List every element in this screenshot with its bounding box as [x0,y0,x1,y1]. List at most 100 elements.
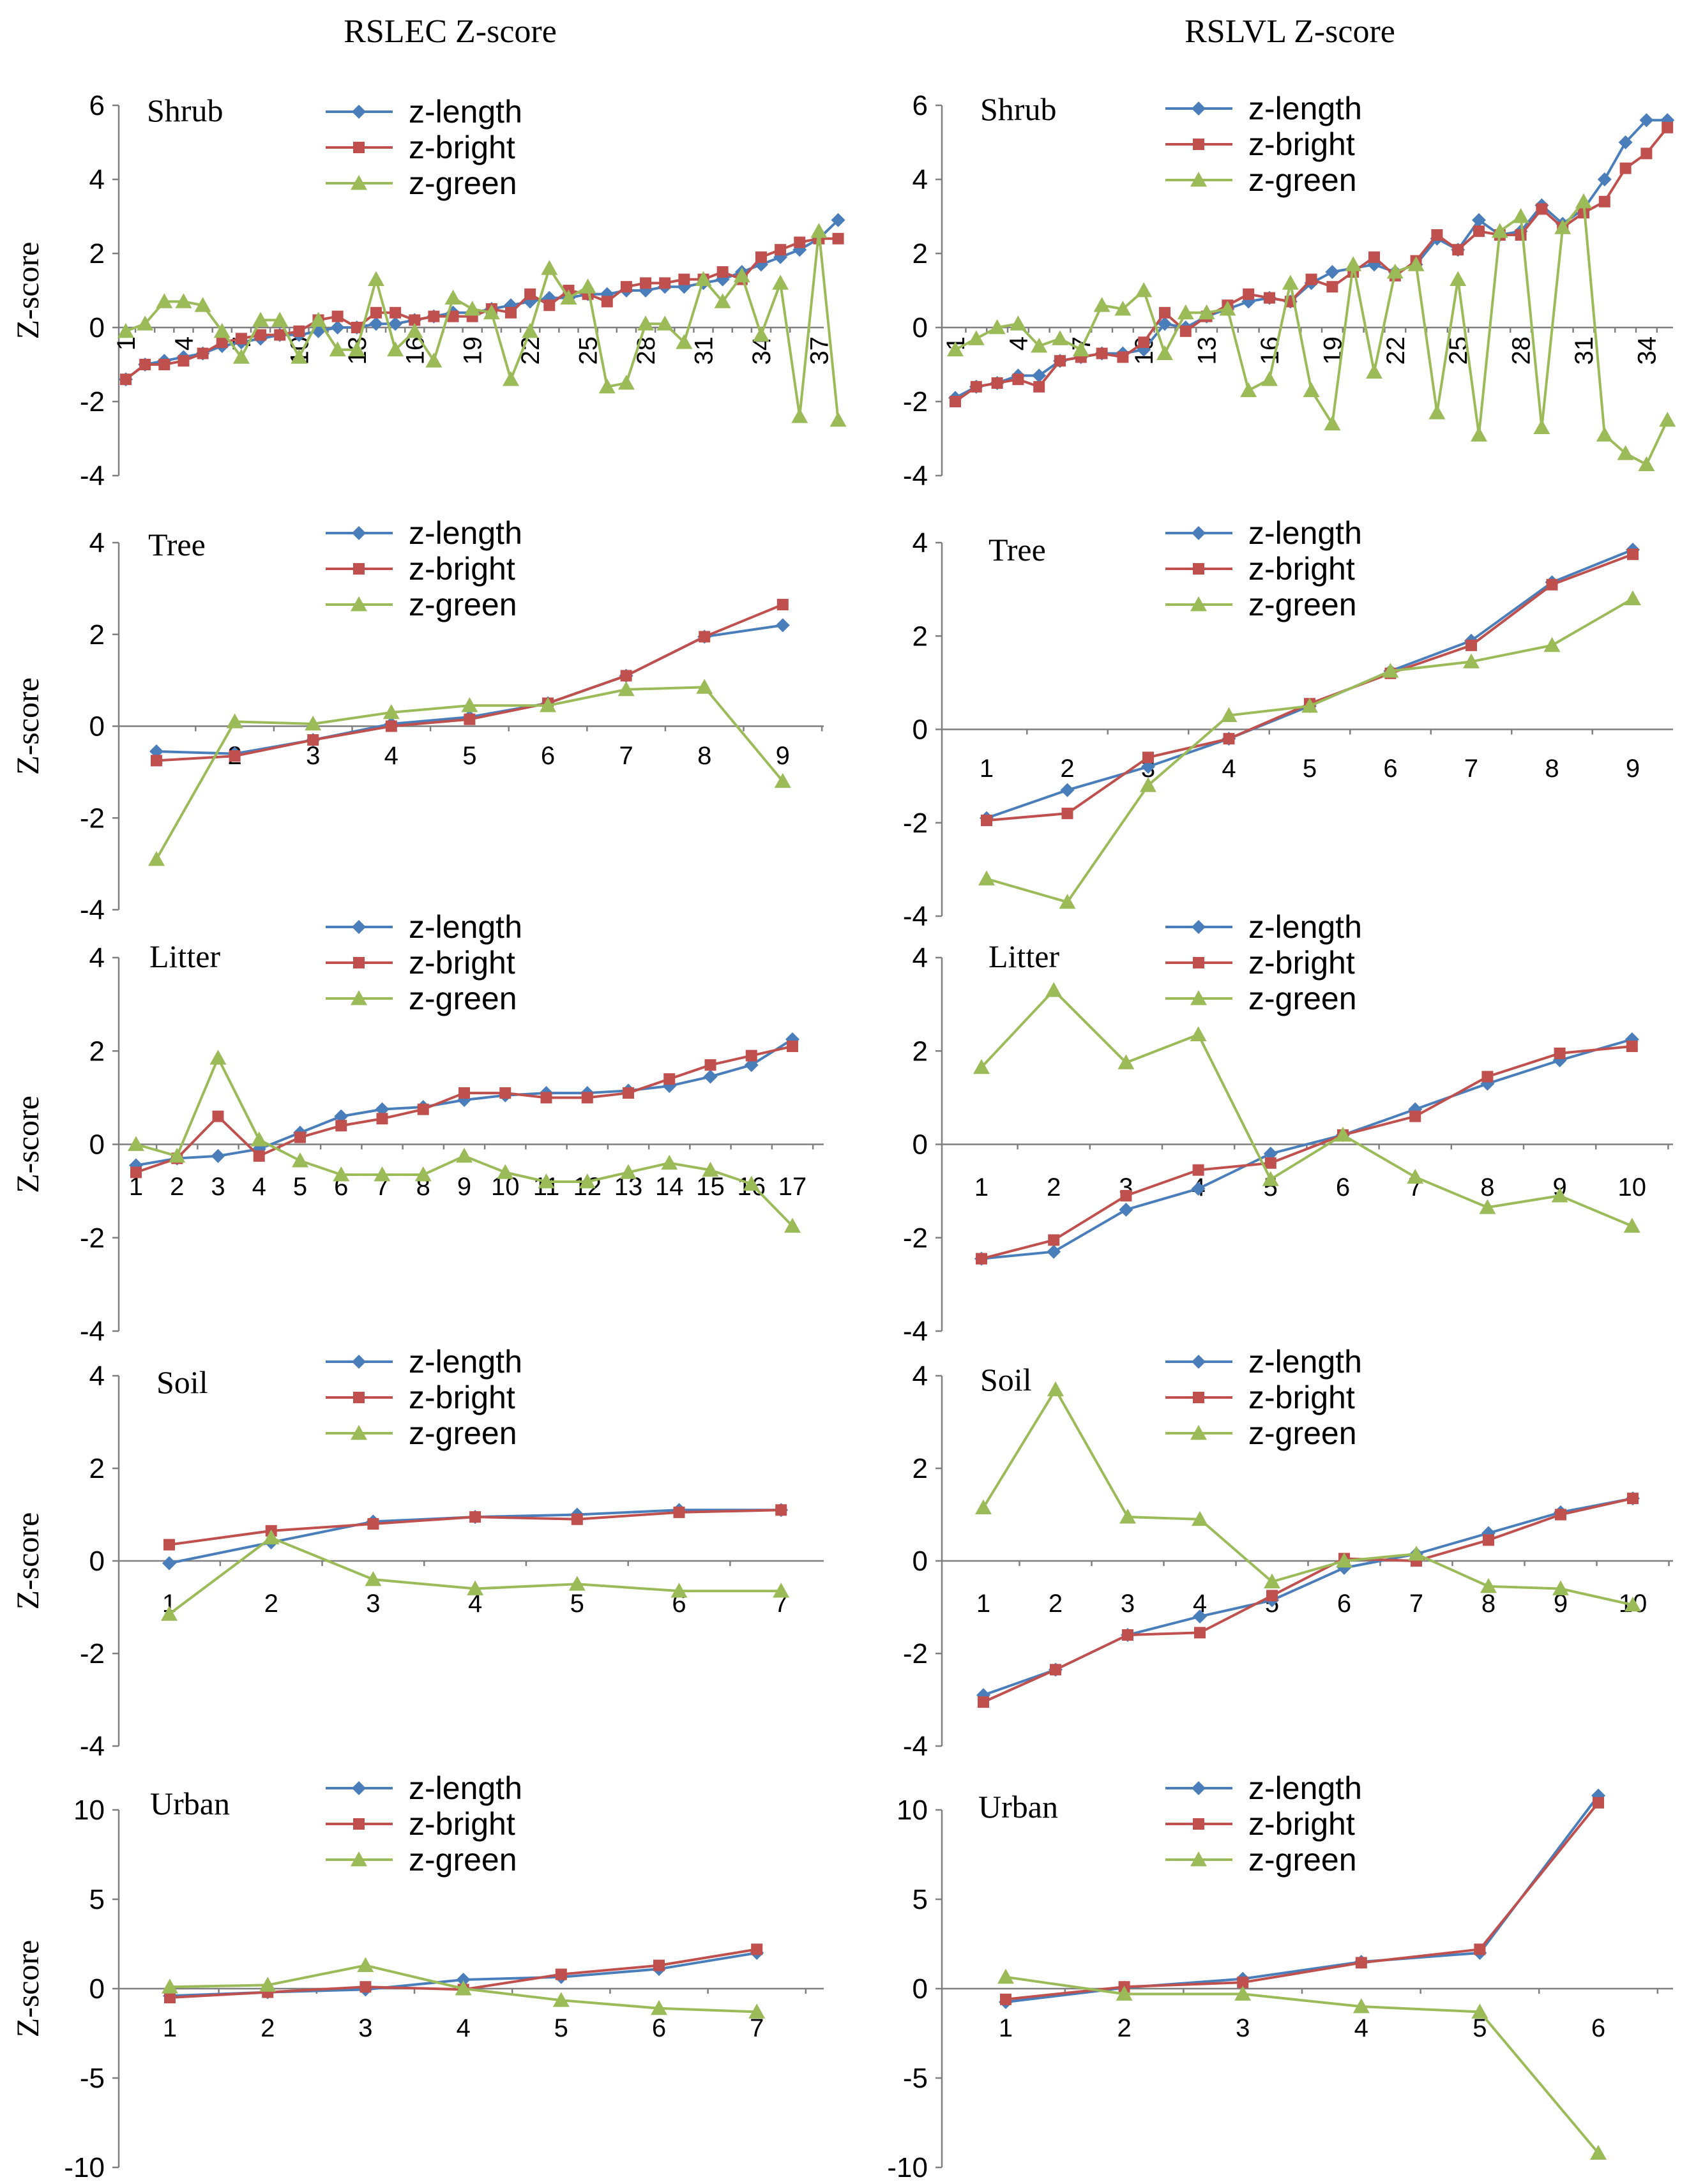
data-point [1617,445,1634,460]
data-point [716,266,729,278]
data-point [1543,636,1561,652]
data-point [294,1131,306,1143]
data-point [659,277,671,289]
data-point [162,1978,178,1994]
legend-label: z-bright [409,130,515,165]
legend-label: z-green [409,1842,517,1878]
data-point [137,315,154,331]
y-tick-label: 4 [89,527,105,559]
series-line [981,1038,1633,1260]
x-tick-label: 1 [976,1590,990,1618]
data-point [175,293,192,308]
data-point [1335,1126,1351,1142]
x-tick-label: 9 [1626,755,1640,783]
y-tick-label: 0 [89,1973,105,2005]
data-point [541,260,558,275]
series-z-green [162,1957,766,2019]
data-point [456,1973,471,1987]
data-point [390,306,402,319]
y-tick-label: -2 [80,1638,105,1669]
data-point [1140,777,1156,792]
y-tick-label: -2 [903,1638,928,1669]
data-point [1193,1609,1207,1623]
data-point [505,306,517,319]
data-point [1552,1580,1569,1595]
series-z-green [128,1050,801,1233]
data-point [1264,1573,1280,1589]
data-point [1407,1168,1424,1184]
data-point [467,1580,484,1595]
data-point [1282,275,1299,290]
data-point [211,1148,225,1163]
data-point [1223,733,1235,745]
legend-label: z-green [1248,587,1357,622]
data-point [1325,265,1340,279]
data-point [1554,219,1572,234]
data-point [1047,1381,1064,1397]
data-point [967,330,985,345]
data-point [1061,808,1073,820]
data-point [458,1087,470,1099]
data-point [540,1092,552,1104]
data-point [1555,1509,1566,1521]
series-z-green [975,1381,1641,1612]
x-tick-label: 6 [1383,755,1397,783]
data-point [748,2003,766,2019]
data-point [1536,203,1548,215]
x-tick-label: 8 [1545,755,1559,783]
column-title-rslvl: RSLVL Z-score [1185,13,1395,50]
legend-label: z-green [1248,981,1357,1016]
chart-panel: -4-2024614710131619222528313437Z-scoreSh… [10,90,847,492]
y-tick-label: -2 [903,1223,928,1254]
data-point [1301,697,1318,713]
y-tick-label: 0 [89,312,105,343]
data-point [810,223,828,238]
x-tick-label: 2 [1117,2014,1131,2042]
legend-label: z-length [409,1770,522,1806]
data-point [733,267,750,283]
data-point [382,704,400,719]
x-tick-label: 1 [129,1173,143,1201]
series-line [980,989,1633,1228]
data-point [696,679,713,694]
data-point [560,289,577,305]
data-point [704,1059,716,1071]
data-point [1135,282,1153,297]
data-point [197,347,209,359]
panel-title: Soil [156,1364,208,1400]
data-point [455,1980,472,1996]
panel-title: Soil [980,1362,1032,1397]
series-z-green [117,223,847,427]
data-point [991,377,1003,389]
chart-panel: -4-20241234567891011121314151617Z-scoreL… [10,909,824,1347]
data-point [1481,1071,1494,1083]
y-tick-label: 4 [89,1360,105,1392]
legend-label: z-green [409,1415,517,1451]
legend-swatch-marker [1192,920,1206,934]
series-line [981,1044,1632,1260]
data-point [212,1110,224,1122]
data-point [581,1092,593,1104]
legend-swatch-marker [351,990,367,1005]
x-tick-label: 1 [999,2014,1013,2042]
data-point [333,1166,350,1182]
y-tick-label: 4 [913,1360,928,1392]
legend-label: z-bright [409,1380,515,1415]
x-tick-label: 5 [570,1590,584,1618]
y-tick-label: -2 [903,386,928,418]
y-tick-label: 6 [913,90,928,121]
data-point [158,359,170,370]
series-line [983,1497,1633,1703]
data-point [1593,1796,1604,1809]
x-tick-label: 2 [1047,1173,1061,1201]
data-point [1474,1943,1486,1955]
data-point [164,1992,176,2003]
legend-swatch-marker [1190,1425,1207,1440]
legend-swatch-marker [351,596,367,612]
data-point [331,310,344,322]
data-point [832,232,844,245]
data-point [376,1113,388,1125]
data-point [1192,1510,1208,1526]
panel-title: Shrub [147,93,223,128]
y-tick-label: 2 [913,238,928,269]
